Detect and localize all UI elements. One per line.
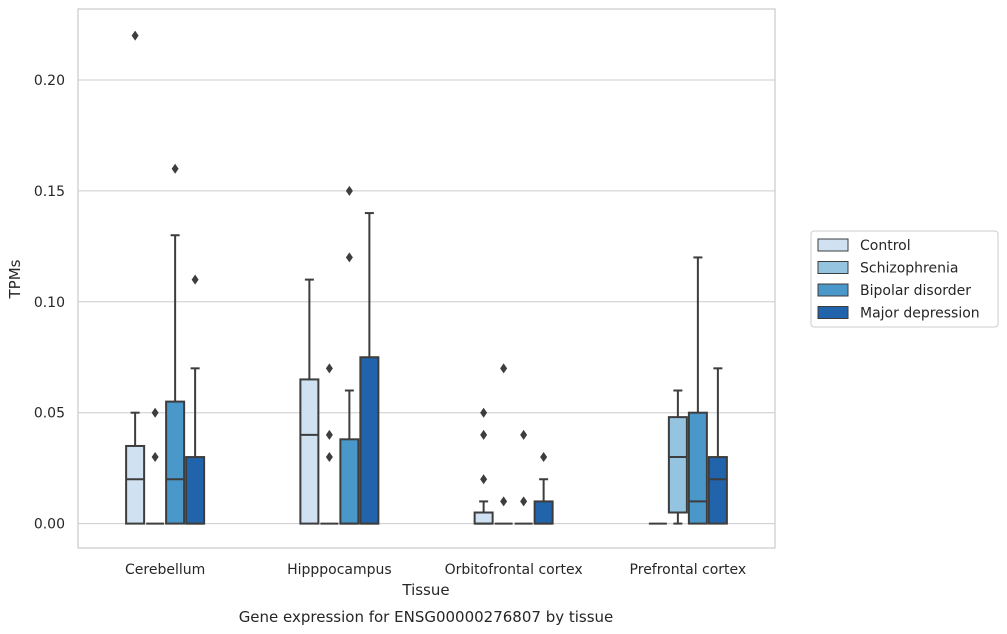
legend-label: Schizophrenia (860, 261, 958, 277)
box (359, 356, 380, 525)
outlier-point (500, 496, 508, 507)
box (299, 378, 320, 525)
plot-frame (77, 8, 776, 549)
chart-caption: Gene expression for ENSG00000276807 by t… (239, 608, 614, 626)
y-axis-label: TPMs (6, 259, 24, 299)
legend-swatch (817, 261, 849, 274)
outlier-point (500, 363, 508, 374)
outlier-point (151, 407, 159, 418)
outlier-point (325, 363, 333, 374)
legend-frame (810, 230, 999, 328)
outlier-point (171, 163, 179, 174)
box-plot (667, 389, 688, 525)
box (165, 400, 186, 525)
box (473, 511, 494, 525)
x-tick-label: Cerebellum (125, 562, 205, 578)
x-tick-labels: Cerebellum Hipppocampus Orbitofrontal cort… (125, 562, 746, 578)
box (339, 438, 360, 525)
box (687, 411, 708, 525)
y-tick-label: 0.15 (34, 184, 65, 200)
box-series (125, 30, 728, 525)
box (125, 444, 146, 525)
box-plot (533, 452, 554, 525)
legend-swatch (817, 283, 849, 297)
outlier-point (151, 452, 159, 463)
box-plot (514, 429, 533, 525)
box-plot (473, 407, 494, 525)
box (185, 456, 206, 525)
outlier-point (131, 30, 139, 41)
outlier-point (540, 452, 548, 463)
box-plot (339, 185, 360, 525)
x-axis-label: Tissue (401, 581, 449, 599)
outlier-point (345, 252, 353, 263)
legend-swatch (817, 238, 849, 252)
outlier-point (480, 407, 488, 418)
box-plot (359, 212, 380, 525)
box-plot (707, 367, 728, 525)
y-tick-labels: 0.00 0.05 0.10 0.15 0.20 (34, 73, 65, 533)
box (667, 416, 688, 514)
box-plot (320, 363, 339, 525)
y-tick-label: 0.00 (34, 517, 65, 533)
box (707, 456, 728, 525)
outlier-point (520, 496, 528, 507)
box-plot (687, 256, 708, 525)
box (533, 500, 554, 525)
box-plot (299, 278, 320, 525)
y-tick-label: 0.05 (34, 406, 65, 422)
legend-label: Major depression (860, 306, 980, 322)
outlier-point (325, 452, 333, 463)
outlier-point (325, 429, 333, 440)
legend-label: Control (860, 238, 911, 254)
box-plot (125, 30, 146, 525)
x-tick-label: Orbitofrontal cortex (445, 562, 583, 578)
box-plot (185, 274, 206, 525)
box-plot (494, 363, 513, 525)
x-tick-label: Hipppocampus (287, 562, 392, 578)
legend-swatch (817, 306, 849, 319)
y-tick-label: 0.20 (34, 73, 65, 89)
x-tick-label: Prefrontal cortex (630, 562, 747, 578)
outlier-point (520, 429, 528, 440)
outlier-point (191, 274, 199, 285)
outlier-point (345, 185, 353, 196)
y-tick-label: 0.10 (34, 295, 65, 311)
legend-label: Bipolar disorder (860, 283, 971, 299)
outlier-point (480, 429, 488, 440)
box-plot (165, 163, 186, 525)
legend: Control Schizophrenia Bipolar disorder Majo… (810, 230, 999, 328)
outlier-point (480, 474, 488, 485)
box-plot (146, 407, 165, 525)
